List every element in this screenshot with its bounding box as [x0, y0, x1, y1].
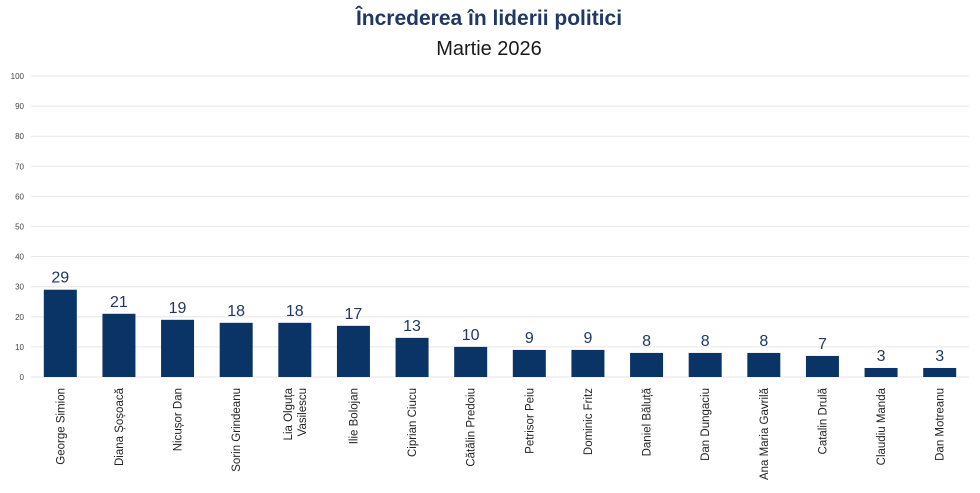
bar	[102, 313, 136, 377]
x-tick-label: Ilie Bolojan	[348, 388, 360, 444]
x-tick-label-line: Diana Șoșoacă	[114, 387, 126, 466]
data-label: 8	[759, 333, 768, 350]
y-tick-label: 30	[15, 283, 24, 292]
data-label: 3	[935, 348, 944, 365]
chart-title: Încrederea în liderii politici	[355, 6, 622, 30]
x-tick-label-line: Lia Olguța	[283, 387, 295, 440]
chart-subtitle: Martie 2026	[436, 38, 542, 60]
x-tick-label: Ana Maria Gavrilă	[759, 387, 771, 480]
data-label: 3	[877, 348, 886, 365]
bar	[43, 289, 77, 377]
x-tick-label-line: Ciprian Ciucu	[407, 388, 419, 457]
data-label: 10	[462, 327, 480, 344]
bar	[219, 322, 253, 377]
x-tick-label: Claudiu Manda	[876, 387, 888, 465]
bar	[864, 367, 898, 377]
x-tick-label: Catalin Drulă	[817, 387, 829, 454]
bar	[278, 322, 312, 377]
y-tick-label: 80	[15, 132, 24, 141]
x-tick-label: George Simion	[55, 388, 67, 465]
x-tick-label-line: Vasilescu	[297, 388, 309, 436]
x-tick-label: Petrisor Peiu	[524, 388, 536, 454]
y-tick-label: 40	[15, 253, 24, 262]
x-tick-label-line: Nicușor Dan	[173, 388, 185, 451]
y-tick-label: 60	[15, 192, 24, 201]
x-tick-label-line: Sorin Grindeanu	[231, 388, 243, 472]
bar	[923, 367, 957, 377]
x-tick-label-line: Dan Dungaciu	[700, 388, 712, 461]
x-tick-label-line: Catalin Drulă	[817, 387, 829, 454]
x-tick-label: Dan Dungaciu	[700, 388, 712, 461]
bar	[805, 355, 839, 377]
y-tick-label: 70	[15, 162, 24, 171]
x-tick-label: Dan Motreanu	[935, 388, 947, 461]
x-tick-label-line: Cătălin Predoiu	[466, 388, 478, 467]
data-label: 18	[286, 303, 304, 320]
data-label: 9	[525, 330, 534, 347]
data-label: 29	[51, 270, 69, 287]
bar	[454, 346, 488, 377]
data-label: 18	[227, 303, 245, 320]
bar	[571, 349, 605, 377]
y-tick-label: 20	[15, 313, 24, 322]
x-tick-label-line: Claudiu Manda	[876, 387, 888, 465]
x-tick-label-line: George Simion	[55, 388, 67, 465]
bar	[395, 337, 429, 377]
data-label: 13	[403, 318, 421, 335]
x-tick-label-line: Dan Motreanu	[935, 388, 947, 461]
x-tick-label: Lia Olguța Vasilescu	[283, 387, 309, 440]
data-label: 17	[345, 306, 363, 323]
bar	[512, 349, 546, 377]
x-tick-label: Ciprian Ciucu	[407, 388, 419, 457]
x-tick-label: Diana Șoșoacă	[114, 387, 126, 466]
x-tick-label: Daniel Băluță	[642, 387, 654, 456]
bar	[747, 352, 781, 377]
x-tick-label: Sorin Grindeanu	[231, 388, 243, 472]
x-tick-label-line: Petrisor Peiu	[524, 388, 536, 454]
x-tick-label: Nicușor Dan	[173, 388, 185, 451]
data-label: 21	[110, 294, 128, 311]
x-tick-label-line: Ilie Bolojan	[348, 388, 360, 444]
data-label: 7	[818, 336, 827, 353]
bar	[630, 352, 664, 377]
data-label: 8	[642, 333, 651, 350]
data-label: 8	[701, 333, 710, 350]
x-tick-label: Dominic Fritz	[583, 388, 595, 455]
x-tick-label-line: Daniel Băluță	[642, 387, 654, 456]
y-tick-label: 0	[20, 373, 25, 382]
y-tick-label: 50	[15, 223, 24, 232]
bar	[161, 319, 195, 377]
bar	[336, 325, 370, 377]
y-tick-label: 10	[15, 343, 24, 352]
x-tick-label-line: Dominic Fritz	[583, 388, 595, 455]
data-label: 19	[169, 300, 187, 317]
data-label: 9	[583, 330, 592, 347]
bar	[688, 352, 722, 377]
y-tick-label: 90	[15, 102, 24, 111]
x-tick-label: Cătălin Predoiu	[466, 388, 478, 467]
x-tick-label-line: Ana Maria Gavrilă	[759, 387, 771, 480]
y-tick-label: 100	[11, 72, 25, 81]
